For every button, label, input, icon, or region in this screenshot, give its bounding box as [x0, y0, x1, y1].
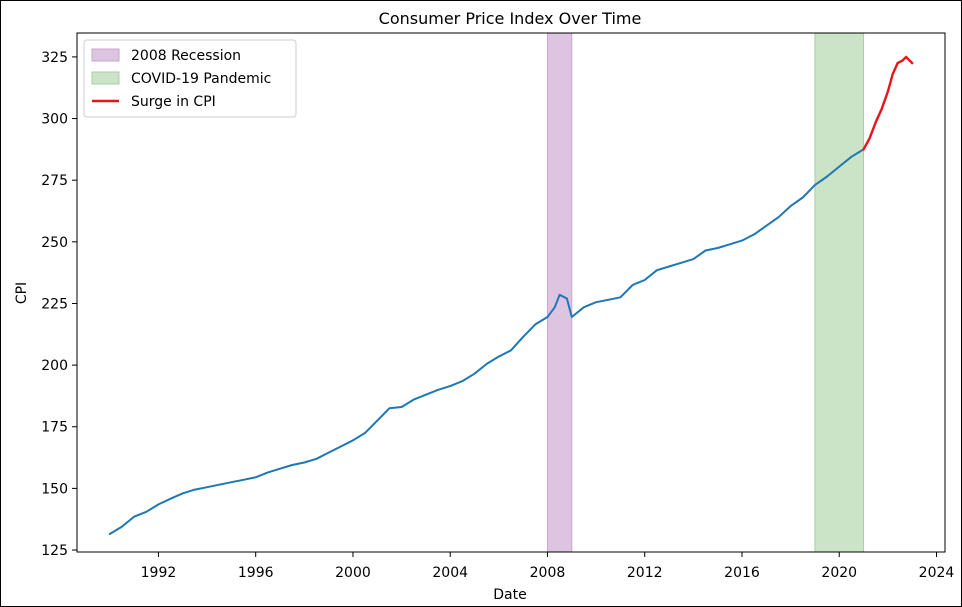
y-tick-label: 200: [41, 358, 68, 374]
series-line-cpi-0: [108, 148, 865, 535]
y-tick-label: 250: [41, 235, 68, 251]
shaded-region-covid-19-pandemic: [814, 32, 865, 553]
shaded-regions: [546, 32, 865, 553]
x-tick-label: 2024: [919, 565, 955, 581]
legend-label-surge-in-cpi: Surge in CPI: [131, 94, 216, 110]
y-tick-label: 125: [41, 543, 68, 559]
plot-area-border: [76, 32, 946, 553]
series-line-surge-in-cpi: [862, 55, 914, 151]
x-tick-label: 2008: [530, 565, 566, 581]
legend-swatch-2008-recession: [91, 48, 120, 62]
y-tick-label: 225: [41, 296, 68, 312]
y-tick-label: 300: [41, 112, 68, 128]
x-tick-label: 2020: [821, 565, 857, 581]
y-tick-label: 150: [41, 481, 68, 497]
chart-title: Consumer Price Index Over Time: [379, 9, 642, 28]
shaded-region-2008-recession: [546, 32, 573, 553]
x-tick-label: 2000: [335, 565, 371, 581]
legend-swatch-covid-19-pandemic: [91, 71, 120, 85]
x-tick-label: 2016: [724, 565, 760, 581]
legend: 2008 Recession COVID-19 Pandemic Surge in …: [83, 39, 297, 118]
x-tick-label: 2012: [627, 565, 663, 581]
x-tick-label: 1996: [238, 565, 274, 581]
y-tick-label: 275: [41, 173, 68, 189]
y-tick-label: 175: [41, 420, 68, 436]
x-tick-label: 2004: [432, 565, 468, 581]
x-tick-label: 1992: [141, 565, 177, 581]
series-lines: [108, 55, 914, 535]
y-axis-ticks: 125 150 175 200 225 250 275 300 325: [41, 50, 77, 559]
y-axis-label: CPI: [14, 282, 30, 304]
legend-label-covid-19-pandemic: COVID-19 Pandemic: [131, 71, 271, 87]
legend-label-2008-recession: 2008 Recession: [131, 48, 241, 64]
x-axis-ticks: 1992 1996 2000 2004 2008 2012 2016 2020 2024: [141, 552, 955, 581]
x-axis-label: Date: [493, 587, 526, 603]
y-tick-label: 325: [41, 50, 68, 66]
legend-box: [83, 39, 297, 118]
